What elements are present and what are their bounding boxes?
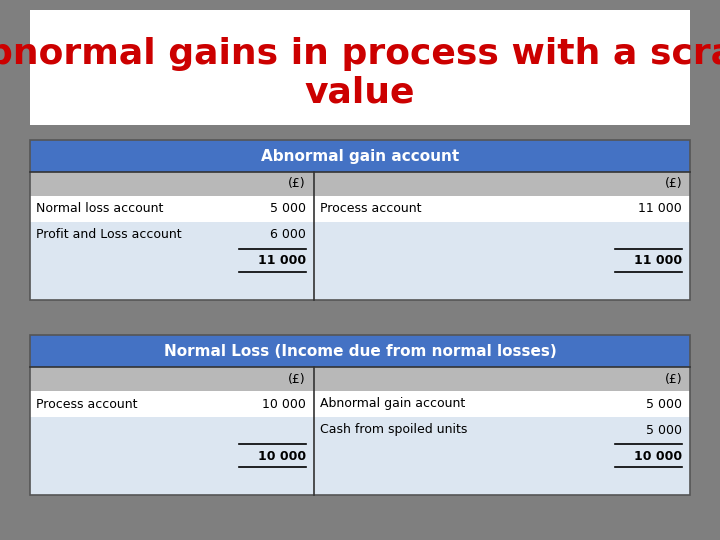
Text: (£): (£) <box>665 373 682 386</box>
Text: 11 000: 11 000 <box>634 254 682 267</box>
Bar <box>314 274 690 300</box>
Bar <box>314 248 690 274</box>
Bar <box>314 367 690 391</box>
Text: (£): (£) <box>288 373 306 386</box>
Bar <box>314 417 690 443</box>
Text: Process account: Process account <box>36 397 138 410</box>
Text: value: value <box>305 76 415 110</box>
Bar <box>30 417 314 443</box>
Text: 5 000: 5 000 <box>646 423 682 436</box>
Text: Abnormal gain account: Abnormal gain account <box>320 397 465 410</box>
Bar <box>30 443 314 469</box>
Text: (£): (£) <box>665 178 682 191</box>
Bar <box>30 391 314 417</box>
Text: 10 000: 10 000 <box>262 397 306 410</box>
Bar <box>30 335 690 495</box>
Text: 11 000: 11 000 <box>638 202 682 215</box>
Bar <box>314 443 690 469</box>
Bar <box>30 10 690 125</box>
Bar <box>30 274 314 300</box>
Bar <box>30 367 314 391</box>
Bar <box>30 140 690 172</box>
Bar <box>30 140 690 300</box>
Bar <box>30 222 314 248</box>
Text: Abnormal gains in process with a scrap: Abnormal gains in process with a scrap <box>0 37 720 71</box>
Bar <box>30 248 314 274</box>
Text: (£): (£) <box>288 178 306 191</box>
Text: 6 000: 6 000 <box>270 228 306 241</box>
Text: Cash from spoiled units: Cash from spoiled units <box>320 423 467 436</box>
Bar <box>30 335 690 367</box>
Bar <box>30 196 314 222</box>
Bar <box>314 222 690 248</box>
Bar <box>30 172 690 196</box>
Bar <box>314 196 690 222</box>
Text: Profit and Loss account: Profit and Loss account <box>36 228 181 241</box>
Text: Abnormal gain account: Abnormal gain account <box>261 148 459 164</box>
Bar <box>314 469 690 495</box>
Text: 11 000: 11 000 <box>258 254 306 267</box>
Bar <box>30 367 690 391</box>
Text: 5 000: 5 000 <box>270 202 306 215</box>
Bar <box>314 172 690 196</box>
Text: 10 000: 10 000 <box>258 449 306 462</box>
Text: 5 000: 5 000 <box>646 397 682 410</box>
Text: 10 000: 10 000 <box>634 449 682 462</box>
Bar <box>30 172 314 196</box>
Text: Normal Loss (Income due from normal losses): Normal Loss (Income due from normal loss… <box>163 343 557 359</box>
Bar <box>30 469 314 495</box>
Text: Process account: Process account <box>320 202 421 215</box>
Text: Normal loss account: Normal loss account <box>36 202 163 215</box>
Bar <box>314 391 690 417</box>
